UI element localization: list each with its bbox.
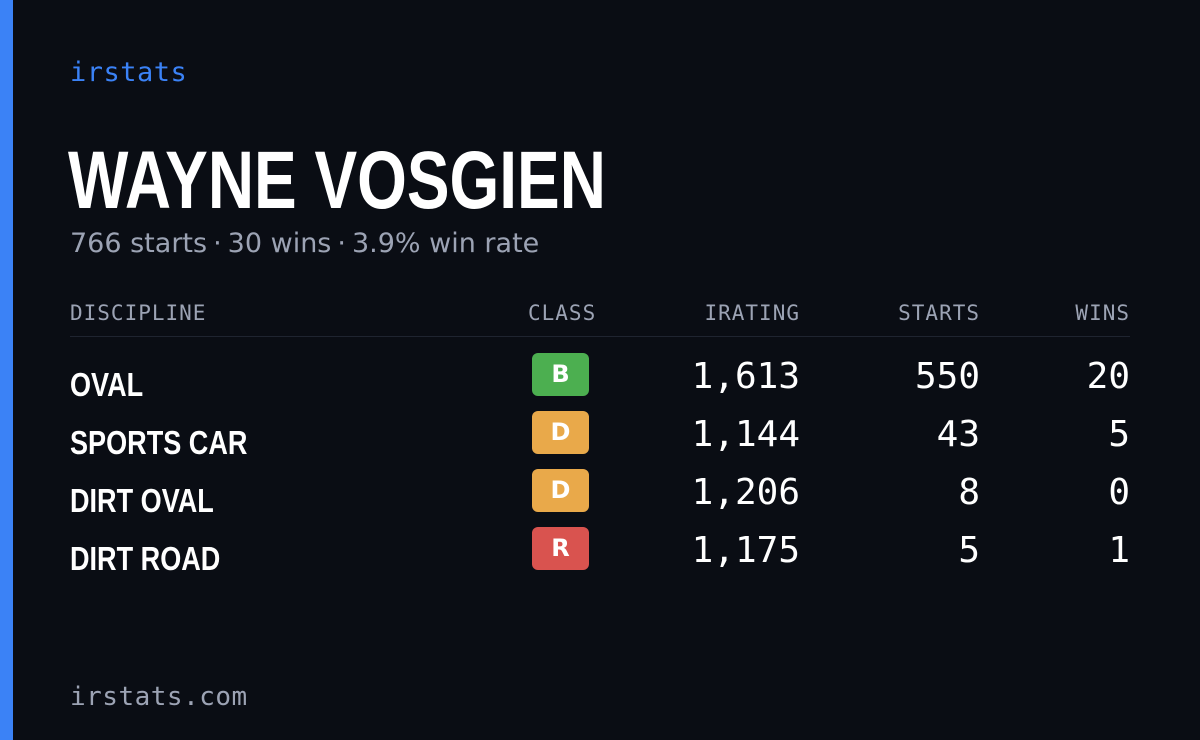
discipline-name: OVAL [70, 366, 144, 403]
irating-value: 1,175 [691, 530, 800, 571]
starts-value: 43 [936, 414, 980, 455]
table-row: DIRT OVAL D 1,206 8 0 [70, 469, 1130, 527]
starts-value: 550 [914, 356, 980, 397]
wins-value: 1 [1108, 530, 1130, 571]
discipline-table: DISCIPLINE CLASS IRATING STARTS WINS OVA… [70, 296, 1130, 585]
license-class-badge: D [532, 469, 589, 512]
column-header-starts: STARTS [898, 301, 980, 325]
column-header-class: CLASS [528, 301, 597, 325]
column-header-wins: WINS [1075, 301, 1130, 325]
wins-summary: 30 wins [227, 228, 332, 259]
irating-value: 1,144 [691, 414, 800, 455]
table-row: OVAL B 1,613 550 20 [70, 353, 1130, 411]
license-class-badge: R [532, 527, 589, 570]
irating-value: 1,613 [691, 356, 800, 397]
separator-dot: · [337, 228, 346, 259]
discipline-name: DIRT OVAL [70, 482, 214, 519]
wins-value: 20 [1086, 356, 1130, 397]
column-header-irating: IRATING [704, 301, 800, 325]
discipline-name: DIRT ROAD [70, 540, 221, 577]
license-class-badge: B [532, 353, 589, 396]
starts-value: 5 [958, 530, 980, 571]
separator-dot: · [213, 228, 222, 259]
table-row: DIRT ROAD R 1,175 5 1 [70, 527, 1130, 585]
starts-summary: 766 starts [70, 228, 208, 259]
license-class-badge: D [532, 411, 589, 454]
footer-url: irstats.com [70, 682, 248, 712]
win-rate-summary: 3.9% win rate [351, 228, 540, 259]
driver-name: WAYNE VOSGIEN [68, 135, 606, 226]
brand-logo-text: irstats [70, 57, 188, 88]
starts-value: 8 [958, 472, 980, 513]
column-header-discipline: DISCIPLINE [70, 301, 207, 325]
irating-value: 1,206 [691, 472, 800, 513]
accent-bar [0, 0, 13, 740]
discipline-name: SPORTS CAR [70, 424, 248, 461]
driver-summary: 766 starts · 30 wins · 3.9% win rate [70, 226, 539, 262]
table-row: SPORTS CAR D 1,144 43 5 [70, 411, 1130, 469]
table-body: OVAL B 1,613 550 20 SPORTS CAR D 1,144 4… [70, 353, 1130, 585]
wins-value: 0 [1108, 472, 1130, 513]
table-header: DISCIPLINE CLASS IRATING STARTS WINS [70, 296, 1130, 337]
wins-value: 5 [1108, 414, 1130, 455]
